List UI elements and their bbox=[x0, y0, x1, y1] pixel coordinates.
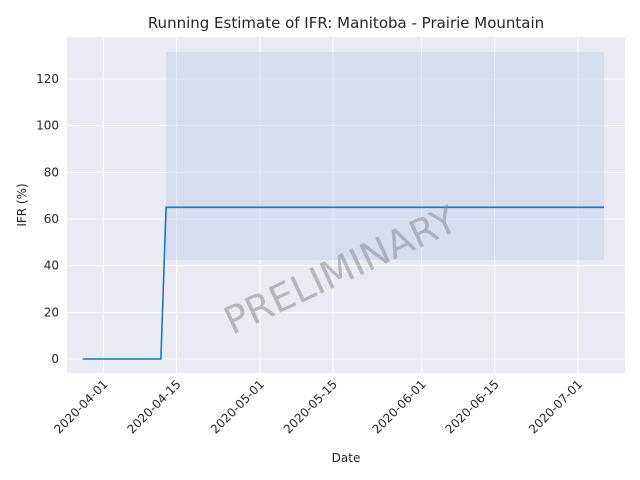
x-tick-label: 2020-06-15 bbox=[443, 377, 502, 436]
plot-background bbox=[67, 37, 625, 373]
series-line-layer bbox=[82, 206, 605, 360]
chart-title: Running Estimate of IFR: Manitoba - Prai… bbox=[148, 14, 544, 32]
x-tick-label: 2020-06-01 bbox=[370, 377, 429, 436]
y-tick-label: 80 bbox=[44, 165, 59, 179]
x-tick-label: 2020-05-01 bbox=[208, 377, 267, 436]
y-tick-label: 100 bbox=[36, 119, 59, 133]
y-tick-labels: 0 20 40 60 80 100 120 bbox=[36, 72, 59, 366]
y-tick-label: 0 bbox=[51, 352, 59, 366]
y-axis-label: IFR (%) bbox=[15, 183, 29, 226]
y-tick-label: 40 bbox=[44, 259, 59, 273]
grid-lines bbox=[67, 37, 625, 373]
x-tick-labels: 2020-04-01 2020-04-15 2020-05-01 2020-05-15… bbox=[51, 377, 585, 436]
y-tick-label: 60 bbox=[44, 212, 59, 226]
ifr-line bbox=[82, 206, 605, 360]
x-tick-label: 2020-04-15 bbox=[124, 377, 183, 436]
x-tick-label: 2020-04-01 bbox=[51, 377, 110, 436]
x-tick-label: 2020-05-15 bbox=[281, 377, 340, 436]
y-tick-label: 20 bbox=[44, 305, 59, 319]
y-tick-label: 120 bbox=[36, 72, 59, 86]
x-tick-label: 2020-07-01 bbox=[526, 377, 585, 436]
x-axis-label: Date bbox=[332, 451, 361, 465]
